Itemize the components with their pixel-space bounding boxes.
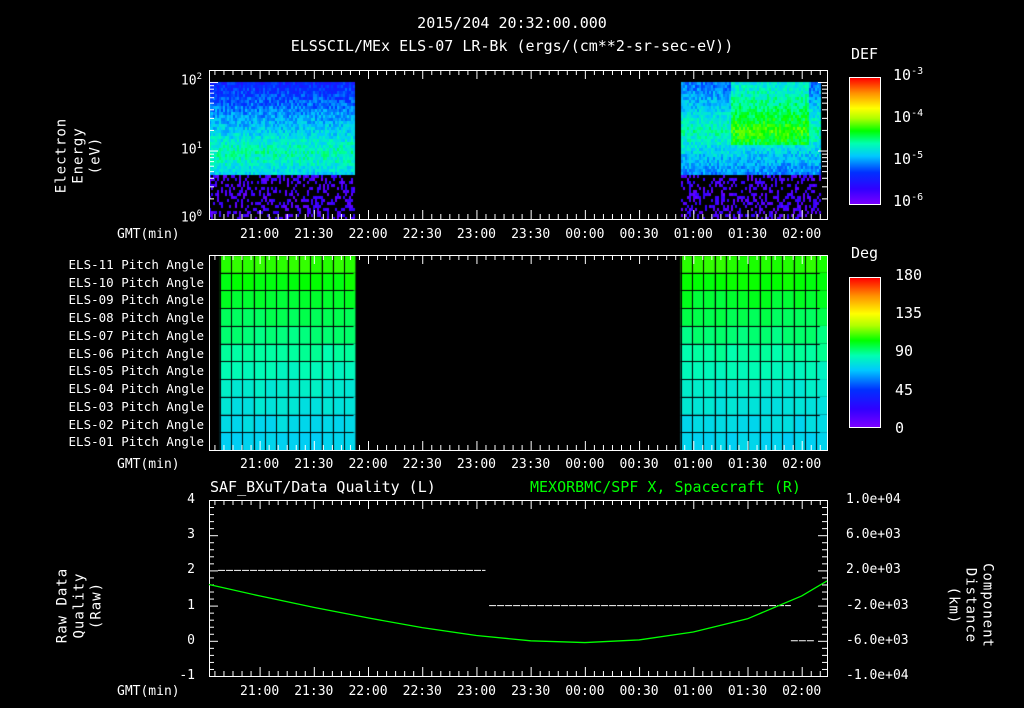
pitch-angle-heatmap — [209, 255, 827, 450]
time-tick-label: 23:30 — [511, 457, 551, 472]
time-tick-label: 01:00 — [673, 227, 713, 242]
time-tick-label: 22:00 — [348, 684, 388, 699]
quality-ytick-label: -1 — [179, 668, 195, 683]
time-tick-label: 23:00 — [456, 684, 497, 699]
deg-colorbar — [849, 277, 881, 428]
plot-subtitle: ELSSCIL/MEx ELS-07 LR-Bk (ergs/(cm**2-sr… — [290, 37, 734, 55]
pitch-angle-frame — [209, 255, 828, 451]
plot-timestamp: 2015/204 20:32:00.000 — [417, 14, 607, 32]
cbar-tick-135: 135 — [895, 304, 923, 322]
pitch-angle-row-label: ELS-10 Pitch Angle — [68, 274, 204, 290]
pitch-angle-row-label: ELS-11 Pitch Angle — [68, 257, 204, 272]
time-axis-label-1: GMT(min) — [117, 227, 180, 242]
time-tick-label: 01:00 — [673, 684, 713, 699]
cbar-tick-1e-3: 10-3 — [893, 66, 924, 84]
spectrogram-frame — [209, 70, 828, 220]
quality-title: SAF_BXuT/Data Quality (L) — [210, 478, 436, 496]
pitch-angle-row-label: ELS-08 Pitch Angle — [68, 310, 204, 326]
time-tick-label: 22:30 — [402, 684, 442, 699]
def-colorbar-label: DEF — [851, 45, 879, 63]
time-tick-label: 01:30 — [727, 227, 768, 242]
time-tick-label: 23:30 — [511, 684, 551, 699]
time-tick-label: 23:30 — [511, 227, 551, 242]
distance-ytick-label: 2.0e+03 — [846, 562, 901, 578]
deg-colorbar-label: Deg — [851, 244, 879, 262]
time-tick-label: 01:30 — [727, 684, 768, 699]
distance-ytick-label: 1.0e+04 — [846, 492, 901, 507]
pitch-angle-row-label: ELS-01 Pitch Angle — [68, 434, 204, 450]
quality-ytick-label: 0 — [187, 632, 195, 648]
time-tick-label: 02:00 — [782, 227, 822, 242]
time-tick-label: 22:30 — [402, 457, 442, 472]
time-tick-label: 00:30 — [619, 684, 659, 699]
time-tick-label: 21:30 — [294, 457, 334, 472]
time-tick-label: 23:00 — [456, 227, 497, 242]
time-tick-label: 21:30 — [294, 227, 334, 242]
distance-ytick-label: -1.0e+04 — [846, 668, 909, 683]
pitch-angle-row-label: ELS-05 Pitch Angle — [68, 363, 204, 379]
time-tick-label: 21:30 — [294, 684, 334, 699]
time-tick-label: 01:00 — [673, 457, 713, 472]
cbar-tick-0: 0 — [895, 419, 905, 437]
time-tick-label: 00:00 — [565, 684, 605, 699]
line-plot-frame — [209, 500, 828, 677]
pitch-angle-row-label: ELS-07 Pitch Angle — [68, 327, 204, 343]
cbar-tick-180: 180 — [895, 266, 923, 284]
time-tick-label: 21:00 — [240, 227, 280, 242]
time-tick-label: 21:00 — [240, 684, 280, 699]
time-tick-label: 00:30 — [619, 227, 659, 242]
cbar-tick-45: 45 — [895, 381, 914, 399]
pitch-angle-row-label: ELS-02 Pitch Angle — [68, 416, 204, 432]
energy-spectrogram — [209, 70, 827, 219]
ytick-1e2: 102 — [180, 72, 202, 89]
time-axis-label-3: GMT(min) — [117, 684, 180, 699]
time-tick-label: 02:00 — [782, 684, 822, 699]
cbar-tick-90: 90 — [895, 342, 914, 360]
quality-ytick-label: 4 — [187, 492, 195, 507]
cbar-tick-1e-5: 10-5 — [893, 150, 924, 168]
time-tick-label: 22:00 — [348, 227, 388, 242]
distance-ytick-label: -6.0e+03 — [846, 632, 909, 648]
distance-ytick-label: 6.0e+03 — [846, 527, 901, 543]
time-tick-label: 23:00 — [456, 457, 497, 472]
ytick-1e1: 101 — [180, 141, 202, 158]
cbar-tick-1e-4: 10-4 — [893, 108, 924, 126]
spacecraft-title: MEXORBMC/SPF X, Spacecraft (R) — [530, 478, 801, 496]
time-tick-label: 22:00 — [348, 457, 388, 472]
time-tick-label: 00:00 — [565, 457, 605, 472]
ytick-1e0: 100 — [180, 209, 202, 226]
time-tick-label: 00:30 — [619, 457, 659, 472]
quality-ytick-label: 1 — [187, 597, 195, 613]
quality-ytick-label: 2 — [187, 562, 195, 578]
quality-ytick-label: 3 — [187, 527, 195, 543]
def-colorbar — [849, 77, 881, 205]
spacecraft-x-line — [208, 580, 828, 644]
pitch-angle-row-label: ELS-06 Pitch Angle — [68, 345, 204, 361]
cbar-tick-1e-6: 10-6 — [893, 192, 924, 210]
distance-ytick-label: -2.0e+03 — [846, 597, 909, 613]
pitch-angle-row-label: ELS-03 Pitch Angle — [68, 398, 204, 414]
time-tick-label: 22:30 — [402, 227, 442, 242]
time-axis-label-2: GMT(min) — [117, 457, 180, 472]
time-tick-label: 21:00 — [240, 457, 280, 472]
time-tick-label: 02:00 — [782, 457, 822, 472]
time-tick-label: 00:00 — [565, 227, 605, 242]
pitch-angle-row-label: ELS-09 Pitch Angle — [68, 292, 204, 308]
pitch-angle-row-label: ELS-04 Pitch Angle — [68, 381, 204, 397]
time-tick-label: 01:30 — [727, 457, 768, 472]
